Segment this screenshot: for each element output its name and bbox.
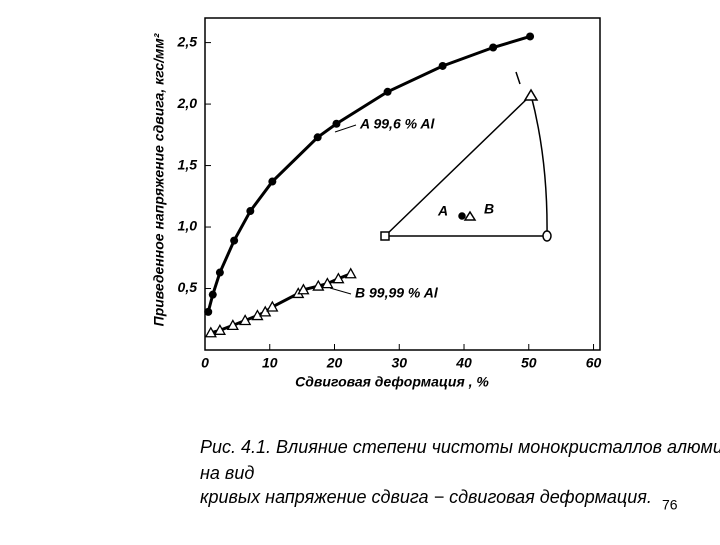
- point: [226, 319, 239, 331]
- y-tick-label: 1,5: [178, 156, 198, 172]
- point: [313, 133, 322, 142]
- point: [266, 300, 279, 312]
- y-tick-label: 1,0: [178, 218, 198, 234]
- point: [204, 326, 217, 338]
- series-label: A 99,6 % Al: [359, 116, 436, 132]
- x-tick-label: 20: [326, 355, 343, 371]
- plot-frame: [204, 17, 601, 351]
- point: [208, 290, 217, 299]
- y-axis-label: Приведенное напряжение сдвига, кгс/мм²: [151, 33, 167, 326]
- series-label: B 99,99 % Al: [355, 285, 439, 301]
- point: [489, 43, 498, 52]
- x-tick-label: 30: [391, 355, 407, 371]
- inset-label: A: [437, 203, 448, 219]
- x-tick-label: 50: [521, 355, 537, 371]
- label-leader: [334, 124, 357, 133]
- x-tick-label: 10: [262, 355, 278, 371]
- point: [215, 268, 224, 277]
- point: [332, 272, 345, 284]
- inset-diagram: [380, 71, 552, 242]
- point: [438, 61, 447, 70]
- point: [332, 119, 341, 128]
- point: [321, 277, 334, 289]
- series-line: [206, 35, 531, 313]
- point: [268, 177, 277, 186]
- x-tick-label: 60: [586, 355, 602, 371]
- x-tick-label: 0: [201, 355, 209, 371]
- point: [383, 87, 392, 96]
- point: [246, 207, 255, 216]
- label-leader: [329, 287, 352, 295]
- point: [204, 307, 213, 316]
- inset-label: B: [484, 201, 494, 217]
- y-tick-label: 2,0: [177, 95, 198, 111]
- page-number: 76: [662, 497, 678, 513]
- point: [213, 323, 226, 335]
- y-tick-label: 2,5: [177, 33, 198, 49]
- point: [312, 279, 325, 291]
- x-tick-label: 40: [455, 355, 472, 371]
- point: [230, 236, 239, 245]
- x-axis-label: Сдвиговая деформация , %: [295, 374, 489, 390]
- caption-line: на вид: [200, 463, 254, 483]
- caption-line: Рис. 4.1. Влияние степени чистоты монокр…: [200, 437, 720, 457]
- point: [526, 32, 535, 41]
- y-tick-label: 0,5: [178, 279, 198, 295]
- point: [297, 283, 310, 295]
- point: [239, 314, 252, 326]
- caption-line: кривых напряжение сдвига − сдвиговая деф…: [200, 487, 652, 507]
- point: [344, 267, 357, 279]
